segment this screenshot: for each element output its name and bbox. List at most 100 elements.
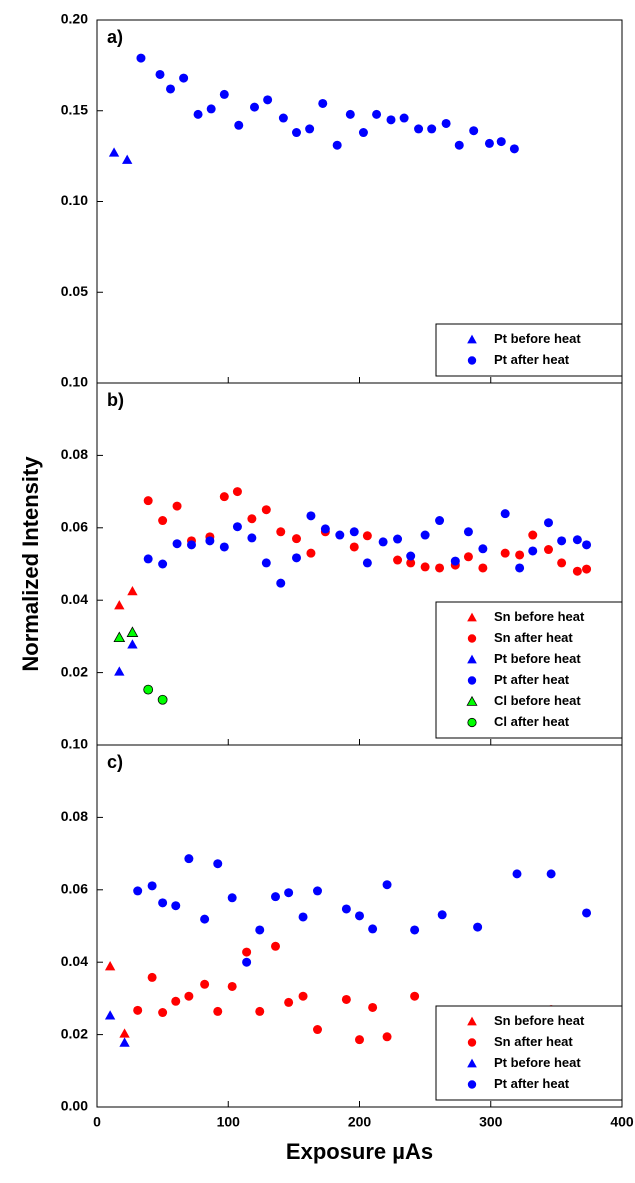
marker [572,566,582,576]
marker [406,558,416,568]
marker [355,1035,364,1045]
marker [305,124,315,134]
marker [393,534,403,544]
marker [158,1008,168,1018]
marker [114,666,125,676]
marker [133,886,143,896]
marker [509,144,519,154]
marker [582,564,592,574]
legend-label: Pt before heat [494,1055,581,1070]
marker [515,563,525,573]
marker [166,84,175,94]
marker [467,1038,477,1047]
marker [179,73,189,83]
marker [306,511,316,521]
marker [544,518,553,528]
y-tick-label: 0.05 [61,283,88,299]
marker [271,941,280,951]
y-tick-label: 0.08 [61,446,88,462]
marker [172,539,182,549]
marker [528,546,538,556]
marker [227,981,237,991]
marker [557,558,567,568]
marker [261,505,271,515]
marker [358,128,368,138]
marker [200,914,210,924]
y-axis-label: Normalized Intensity [18,456,43,672]
legend: Sn before heat Sn after heat Pt before hea… [435,601,623,739]
marker [206,104,216,114]
x-tick-label: 400 [610,1114,634,1130]
marker [484,138,494,148]
marker [467,356,477,365]
marker [414,124,424,134]
marker [467,717,477,728]
marker [126,626,139,637]
marker [546,869,556,879]
marker [213,859,223,869]
legend-label: Sn after heat [494,630,573,645]
marker [420,530,430,540]
y-tick-label: 0.15 [61,101,88,117]
y-tick-label: 0.10 [61,192,88,208]
marker [113,631,126,643]
marker [158,559,168,569]
y-tick-label: 0.04 [61,591,88,607]
marker [276,578,286,588]
marker [335,530,345,540]
marker [158,898,168,908]
legend-label: Pt before heat [494,651,581,666]
marker [544,545,553,555]
marker [313,886,322,896]
marker [119,1028,130,1038]
x-tick-label: 0 [93,1114,101,1130]
marker [441,118,451,128]
marker [368,924,378,934]
marker [242,947,252,957]
legend-label: Sn after heat [494,1034,573,1049]
legend: Pt before heat Pt after heat [435,323,623,377]
marker [406,551,416,561]
marker [147,972,157,982]
marker [467,334,477,344]
marker [255,1006,265,1016]
marker [234,120,244,130]
legend-label: Cl before heat [494,693,581,708]
marker [368,1002,378,1012]
panel-label: c) [107,752,123,772]
marker [232,487,242,497]
legend-box [435,601,623,739]
y-tick-label: 0.10 [61,736,88,752]
legend: Sn before heat Sn after heat Pt before hea… [435,1005,623,1101]
marker [158,516,168,526]
marker [382,880,392,890]
legend-label: Pt after heat [494,672,570,687]
marker [382,1032,392,1042]
marker [362,531,372,541]
marker [143,554,153,564]
marker [276,527,286,537]
marker [292,128,301,138]
marker [219,542,229,552]
marker [463,527,473,537]
marker [467,654,477,664]
marker [582,540,592,550]
marker [119,1037,130,1047]
y-tick-label: 0.00 [61,1098,88,1114]
marker [500,509,510,519]
marker [108,147,120,157]
marker [219,89,229,99]
marker [313,1025,322,1035]
marker [341,904,351,914]
marker [122,154,133,164]
marker [378,537,388,547]
marker [271,892,280,902]
marker [184,854,194,864]
marker [427,124,437,134]
marker [155,69,165,79]
marker [355,911,364,921]
marker [466,695,478,706]
marker [127,585,138,596]
marker [242,957,252,967]
